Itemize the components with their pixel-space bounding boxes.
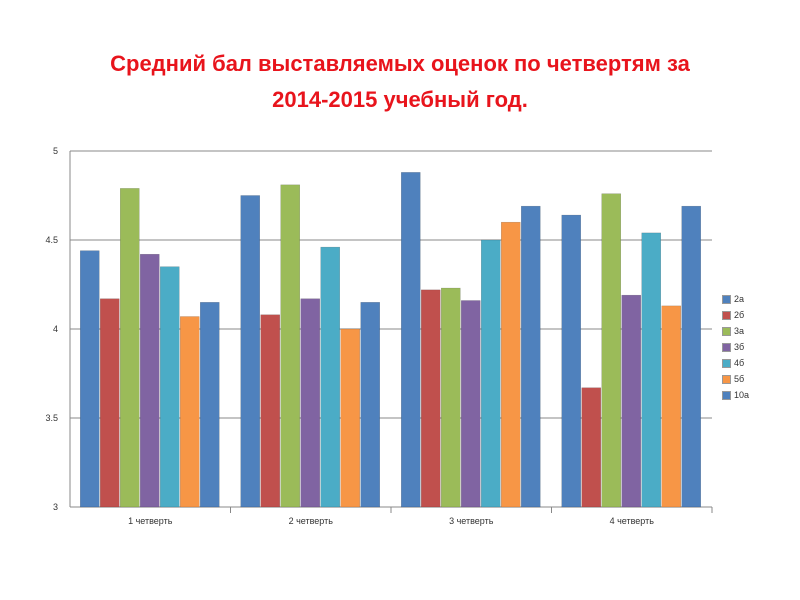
legend-item: 5б: [722, 371, 749, 387]
bar-3а: [601, 193, 621, 508]
x-tick-label: 3 четверть: [449, 516, 494, 526]
y-tick-label: 4: [53, 324, 58, 334]
bar-5б: [340, 328, 360, 508]
bar-3б: [461, 300, 481, 508]
bar-2а: [561, 214, 581, 508]
bar-2а: [240, 195, 260, 508]
x-tick-label: 4 четверть: [610, 516, 655, 526]
bar-10а: [521, 205, 541, 508]
legend-label: 3б: [734, 342, 745, 352]
bar-3б: [621, 294, 641, 508]
bar-2б: [260, 314, 280, 508]
bar-3б: [140, 253, 160, 508]
bar-10а: [360, 302, 380, 508]
bar-4б: [641, 232, 661, 508]
bar-4б: [320, 246, 340, 508]
bar-5б: [661, 305, 681, 508]
bar-3а: [441, 287, 461, 508]
legend-item: 2б: [722, 307, 749, 323]
legend-item: 3б: [722, 339, 749, 355]
legend-label: 3а: [734, 326, 745, 336]
legend-item: 3а: [722, 323, 749, 339]
bar-10а: [681, 205, 701, 508]
legend-swatch: [722, 390, 731, 400]
legend-swatch: [722, 294, 731, 304]
x-tick-label: 2 четверть: [289, 516, 334, 526]
bar-3б: [300, 298, 320, 508]
legend-swatch: [722, 374, 731, 384]
y-tick-label: 4.5: [45, 235, 58, 245]
bar-2а: [80, 250, 100, 508]
y-tick-label: 5: [53, 146, 58, 156]
y-tick-label: 3.5: [45, 413, 58, 423]
chart-title-line1: Средний бал выставляемых оценок по четве…: [110, 51, 690, 76]
legend-item: 2а: [722, 291, 749, 307]
bar-3а: [120, 188, 140, 508]
legend-swatch: [722, 358, 731, 368]
legend-label: 2а: [734, 294, 745, 304]
chart-title-line2: 2014-2015 учебный год.: [272, 87, 528, 112]
bar-5б: [501, 221, 521, 508]
legend: 2а 2б 3а 3б 4б 5б 10а: [722, 291, 749, 403]
bar-2б: [100, 298, 120, 508]
legend-label: 10а: [734, 390, 750, 400]
bar-3а: [280, 184, 300, 508]
legend-item: 4б: [722, 355, 749, 371]
bar-4б: [481, 239, 501, 508]
legend-label: 4б: [734, 358, 745, 368]
bar-5б: [180, 316, 200, 508]
bar-10а: [200, 302, 220, 508]
legend-swatch: [722, 342, 731, 352]
bar-2а: [401, 172, 421, 508]
legend-swatch: [722, 326, 731, 336]
bar-2б: [581, 387, 601, 508]
x-tick-label: 1 четверть: [128, 516, 173, 526]
bar-2б: [421, 289, 441, 508]
y-tick-label: 3: [53, 502, 58, 512]
legend-swatch: [722, 310, 731, 320]
legend-label: 5б: [734, 374, 745, 384]
bar-4б: [160, 266, 180, 508]
legend-label: 2б: [734, 310, 745, 320]
legend-item: 10а: [722, 387, 749, 403]
